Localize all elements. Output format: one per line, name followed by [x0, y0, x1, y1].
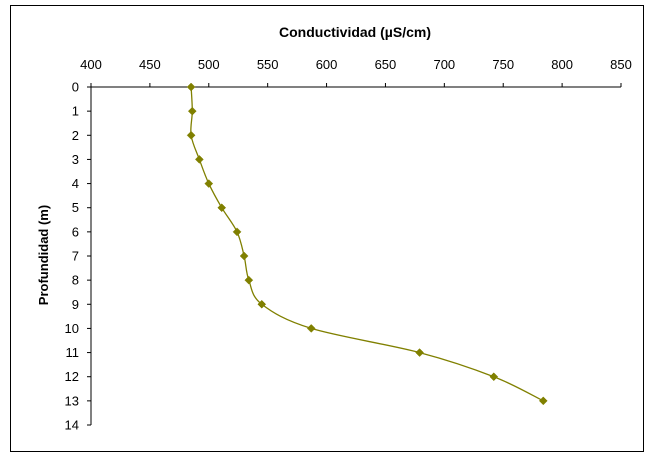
x-tick-label: 850	[610, 57, 632, 72]
y-tick-label: 5	[72, 200, 79, 215]
x-tick-label: 550	[257, 57, 279, 72]
y-tick-label: 8	[72, 273, 79, 288]
data-point-marker	[217, 203, 227, 213]
y-tick-label: 6	[72, 224, 79, 239]
y-tick-label: 13	[65, 393, 79, 408]
x-tick-label: 500	[198, 57, 220, 72]
y-tick-label: 11	[66, 345, 80, 360]
x-tick-label: 450	[139, 57, 161, 72]
y-tick-label: 7	[72, 249, 79, 264]
chart-border	[10, 5, 644, 452]
y-tick-label: 1	[72, 104, 79, 119]
data-point-marker	[239, 251, 249, 261]
data-point-marker	[489, 372, 499, 382]
x-tick-label: 600	[316, 57, 338, 72]
data-point-marker	[306, 324, 316, 333]
y-tick-label: 4	[72, 176, 79, 191]
y-tick-label: 14	[65, 418, 79, 433]
chart-title: Conductividad (µS/cm)	[279, 24, 431, 40]
data-point-marker	[186, 130, 196, 140]
y-tick-label: 9	[72, 297, 79, 312]
data-point-marker	[415, 348, 424, 357]
data-point-marker	[257, 299, 267, 309]
data-point-marker	[204, 179, 214, 188]
y-tick-label: 12	[65, 369, 79, 384]
x-tick-label: 750	[492, 57, 514, 72]
data-point-marker	[195, 155, 204, 164]
x-tick-label: 650	[375, 57, 397, 72]
x-tick-label: 800	[551, 57, 573, 72]
data-point-marker	[187, 106, 197, 116]
y-tick-label: 10	[65, 321, 79, 336]
y-axis-title: Profundidad (m)	[36, 205, 51, 305]
series-layer	[186, 82, 548, 406]
data-point-marker	[244, 275, 254, 285]
data-point-marker	[232, 227, 242, 237]
data-point-marker	[538, 396, 548, 406]
y-tick-label: 0	[72, 80, 79, 95]
x-tick-label: 400	[80, 57, 102, 72]
y-tick-label: 2	[72, 128, 79, 143]
data-point-marker	[186, 82, 196, 92]
x-tick-label: 700	[433, 57, 455, 72]
axes: 400 450 500 550 600 650 700 750 800 8500123456789…	[65, 57, 632, 433]
y-tick-label: 3	[72, 152, 79, 167]
